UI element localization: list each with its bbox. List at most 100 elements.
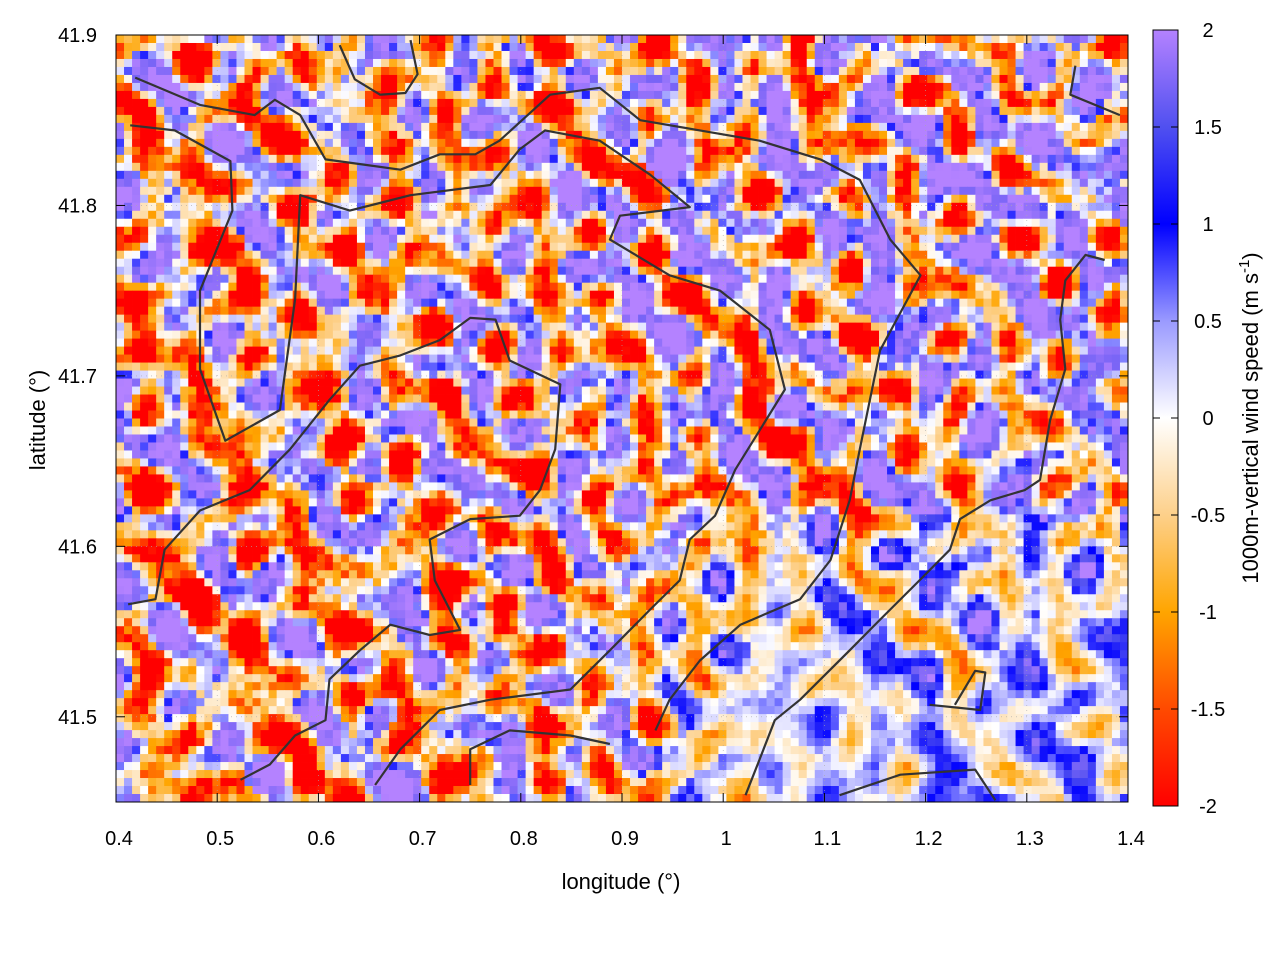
heatmap-cell bbox=[919, 162, 928, 172]
heatmap-cell bbox=[292, 58, 302, 68]
heatmap-cell bbox=[413, 330, 422, 339]
heatmap-cell bbox=[196, 226, 205, 236]
heatmap-cell bbox=[268, 250, 278, 260]
heatmap-cell bbox=[975, 210, 984, 220]
heatmap-cell bbox=[991, 258, 1000, 268]
heatmap-cell bbox=[397, 274, 406, 284]
heatmap-cell bbox=[670, 42, 679, 52]
heatmap-cell bbox=[838, 250, 848, 260]
heatmap-cell bbox=[967, 226, 976, 236]
heatmap-cell bbox=[356, 346, 366, 355]
heatmap-cell bbox=[244, 346, 253, 355]
heatmap-cell bbox=[413, 98, 422, 108]
heatmap-cell bbox=[646, 138, 655, 148]
heatmap-cell bbox=[308, 170, 318, 180]
heatmap-cell bbox=[967, 194, 976, 204]
heatmap-cell bbox=[975, 322, 984, 332]
heatmap-cell bbox=[750, 186, 759, 196]
heatmap-cell bbox=[726, 98, 735, 108]
heatmap-cell bbox=[324, 82, 334, 92]
heatmap-cell bbox=[220, 146, 229, 156]
heatmap-cell bbox=[445, 210, 454, 220]
heatmap-cell bbox=[734, 146, 743, 156]
heatmap-cell bbox=[316, 170, 326, 180]
heatmap-cell bbox=[622, 186, 631, 196]
heatmap-cell bbox=[798, 250, 808, 260]
heatmap-cell bbox=[501, 322, 510, 332]
heatmap-cell bbox=[477, 66, 486, 76]
heatmap-cell bbox=[541, 114, 551, 124]
heatmap-cell bbox=[172, 178, 181, 188]
heatmap-cell bbox=[589, 146, 599, 156]
heatmap-cell bbox=[164, 346, 173, 355]
heatmap-cell bbox=[670, 50, 679, 60]
heatmap-cell bbox=[678, 58, 687, 68]
heatmap-cell bbox=[1007, 242, 1016, 252]
heatmap-cell bbox=[638, 106, 647, 116]
heatmap-cell bbox=[1087, 218, 1097, 228]
heatmap-cell bbox=[895, 58, 904, 68]
heatmap-cell bbox=[887, 106, 896, 116]
heatmap-cell bbox=[638, 74, 647, 84]
heatmap-cell bbox=[589, 266, 599, 276]
heatmap-cell bbox=[613, 154, 623, 164]
heatmap-cell bbox=[413, 218, 422, 228]
heatmap-cell bbox=[364, 58, 374, 68]
heatmap-cell bbox=[870, 314, 880, 324]
heatmap-cell bbox=[750, 330, 759, 339]
heatmap-cell bbox=[846, 242, 856, 252]
heatmap-cell bbox=[172, 42, 181, 52]
heatmap-cell bbox=[525, 146, 535, 156]
heatmap-cell bbox=[638, 90, 647, 100]
heatmap-cell bbox=[364, 50, 374, 60]
heatmap-cell bbox=[493, 106, 502, 116]
heatmap-cell bbox=[589, 250, 599, 260]
heatmap-cell bbox=[332, 346, 342, 355]
heatmap-cell bbox=[565, 298, 575, 308]
heatmap-cell bbox=[895, 154, 904, 164]
heatmap-cell bbox=[670, 146, 679, 156]
heatmap-cell bbox=[453, 282, 462, 292]
heatmap-cell bbox=[581, 226, 591, 236]
heatmap-cell bbox=[340, 330, 350, 339]
heatmap-cell bbox=[678, 250, 687, 260]
heatmap-cell bbox=[662, 250, 671, 260]
heatmap-cell bbox=[903, 90, 912, 100]
heatmap-cell bbox=[116, 50, 125, 60]
heatmap-cell bbox=[678, 42, 687, 52]
heatmap-cell bbox=[316, 322, 326, 332]
heatmap-cell bbox=[373, 82, 382, 92]
heatmap-cell bbox=[180, 50, 189, 60]
heatmap-cell bbox=[228, 210, 237, 220]
heatmap-cell bbox=[605, 274, 615, 284]
heatmap-cell bbox=[1031, 210, 1041, 220]
heatmap-cell bbox=[726, 210, 735, 220]
heatmap-cell bbox=[565, 138, 575, 148]
heatmap-cell bbox=[622, 202, 631, 212]
heatmap-cell bbox=[1071, 66, 1081, 76]
heatmap-cell bbox=[766, 194, 775, 204]
heatmap-cell bbox=[1111, 322, 1121, 332]
heatmap-cell bbox=[164, 66, 173, 76]
heatmap-cell bbox=[967, 178, 976, 188]
heatmap-cell bbox=[437, 58, 446, 68]
heatmap-cell bbox=[276, 82, 286, 92]
heatmap-cell bbox=[236, 314, 245, 324]
heatmap-cell bbox=[116, 242, 125, 252]
heatmap-cell bbox=[750, 242, 759, 252]
heatmap-cell bbox=[389, 138, 398, 148]
heatmap-cell bbox=[196, 218, 205, 228]
heatmap-cell bbox=[204, 98, 213, 108]
heatmap-cell bbox=[565, 274, 575, 284]
heatmap-cell bbox=[565, 66, 575, 76]
heatmap-cell bbox=[862, 170, 872, 180]
heatmap-cell bbox=[188, 114, 197, 124]
heatmap-cell bbox=[798, 106, 808, 116]
heatmap-cell bbox=[252, 178, 261, 188]
heatmap-cell bbox=[381, 74, 390, 84]
heatmap-cell bbox=[308, 114, 318, 124]
heatmap-cell bbox=[597, 346, 607, 355]
heatmap-cell bbox=[332, 330, 342, 339]
heatmap-cell bbox=[654, 338, 663, 347]
heatmap-cell bbox=[292, 146, 302, 156]
